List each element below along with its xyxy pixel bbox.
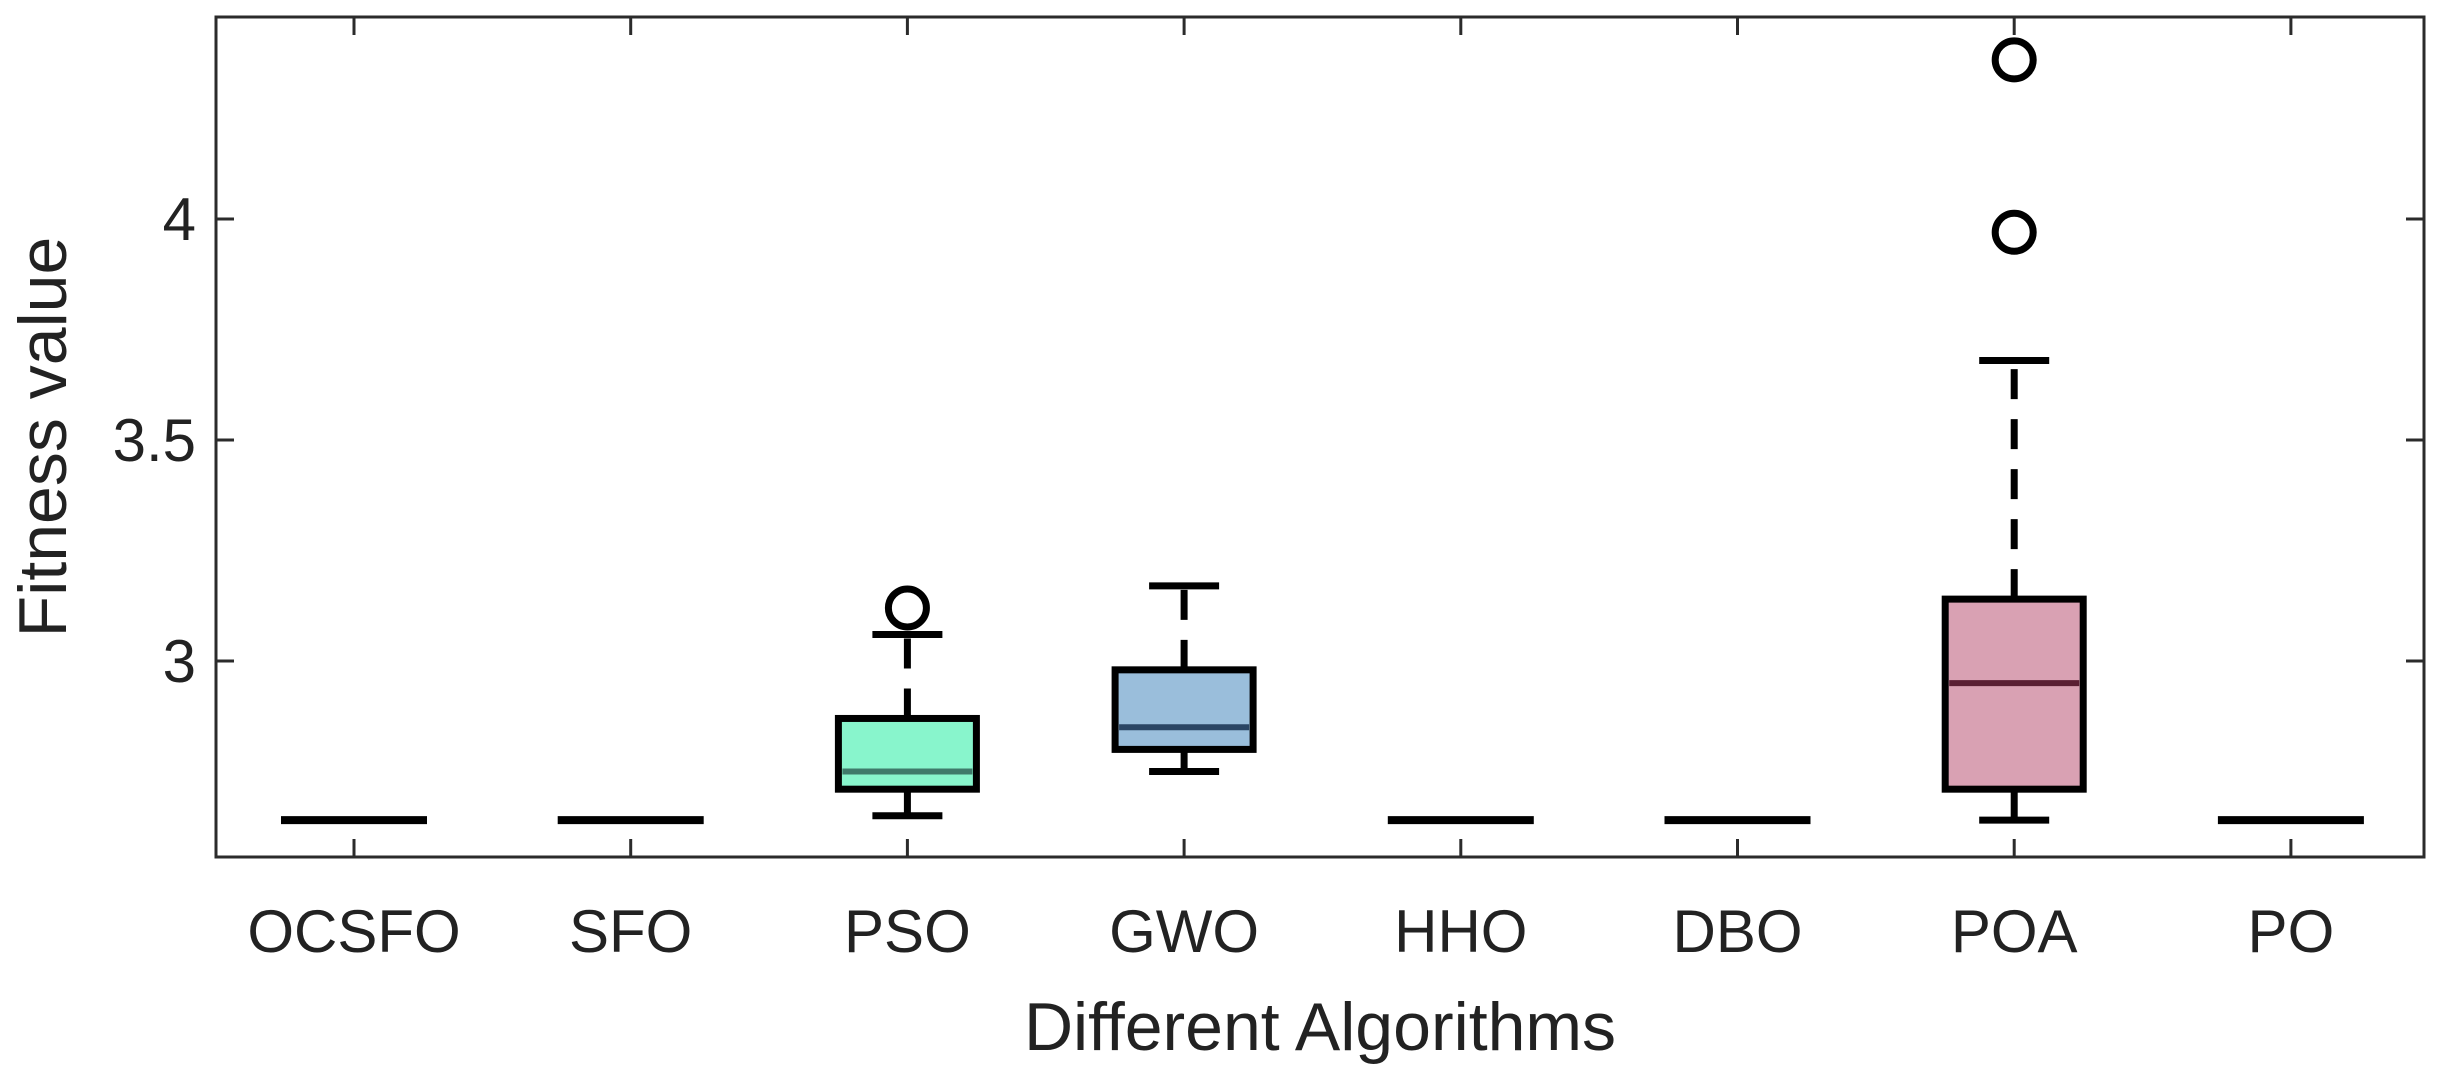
- box-poa: [1941, 595, 2087, 793]
- x-tick-label-gwo: GWO: [1109, 898, 1259, 965]
- box-gwo: [1111, 666, 1257, 753]
- box-pso: [834, 714, 980, 793]
- x-tick-label-pso: PSO: [844, 898, 971, 965]
- x-tick-label-dbo: DBO: [1672, 898, 1802, 965]
- box-marks: [281, 37, 2364, 825]
- axis-ticks: OCSFO SFO PSO GWO HHO DBO POA PO 3 3.5 4: [113, 17, 2424, 965]
- y-axis-label: Fitness value: [5, 237, 81, 638]
- box-group-pso: [834, 585, 980, 820]
- x-tick-label-sfo: SFO: [569, 898, 692, 965]
- box-group-gwo: [1111, 582, 1257, 775]
- x-tick-label-hho: HHO: [1394, 898, 1527, 965]
- x-tick-label-poa: POA: [1951, 898, 2078, 965]
- outlier-poa-1: [1991, 37, 2037, 83]
- y-tick-label-0: 3: [163, 628, 196, 695]
- outlier-poa-0: [1991, 209, 2037, 255]
- plot-area-frame: [214, 15, 2426, 859]
- x-tick-label-po: PO: [2248, 898, 2335, 965]
- x-axis-label: Different Algorithms: [1024, 989, 1616, 1065]
- outlier-pso-0: [884, 585, 930, 631]
- x-tick-label-ocsfo: OCSFO: [247, 898, 460, 965]
- y-tick-label-1: 3.5: [113, 407, 196, 474]
- y-tick-label-2: 4: [163, 186, 196, 253]
- box-group-poa: [1941, 37, 2087, 824]
